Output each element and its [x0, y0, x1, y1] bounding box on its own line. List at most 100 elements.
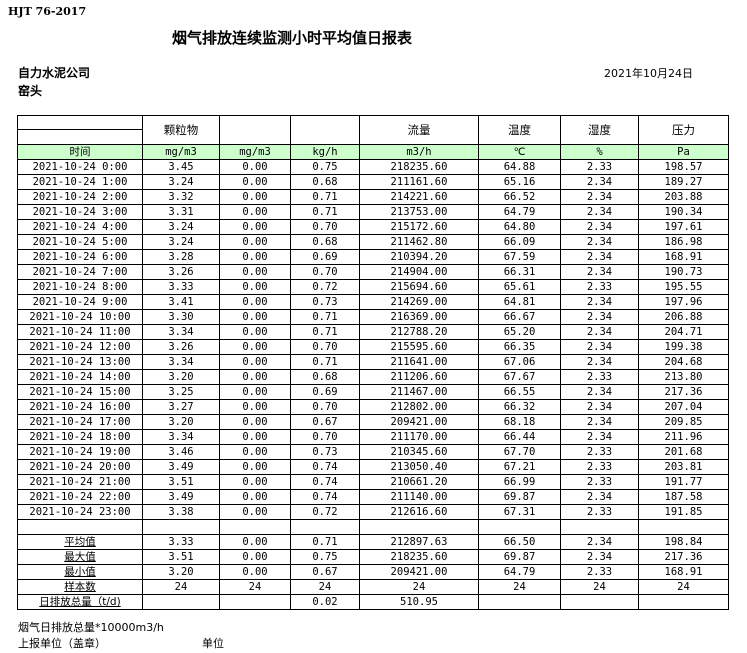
table-row-cell: 3.30: [142, 309, 220, 325]
table-row-cell: 218235.60: [359, 159, 479, 175]
summary-row-cell: 24: [142, 579, 220, 595]
blank-row-cell: [219, 519, 291, 535]
table-row-cell: 0.00: [219, 234, 291, 250]
table-row-cell: 66.35: [478, 339, 561, 355]
table-row-cell: 0.69: [290, 249, 360, 265]
table-row-cell: 191.77: [638, 474, 729, 490]
table-row-cell: 0.00: [219, 309, 291, 325]
summary-row-cell: [142, 594, 220, 610]
table-row-cell: 0.00: [219, 399, 291, 415]
header-humidity: 湿度: [560, 115, 639, 145]
table-row-cell: 168.91: [638, 249, 729, 265]
table-row-cell: 215172.60: [359, 219, 479, 235]
table-row: 2021-10-24 20:00 3.49 0.00 0.74 213050.40 67.…: [17, 459, 729, 475]
table-row-cell: 3.32: [142, 189, 220, 205]
table-row-cell: 0.74: [290, 474, 360, 490]
table-row-cell: 0.00: [219, 204, 291, 220]
table-row: 2021-10-24 7:00 3.26 0.00 0.70 214904.00 66.3…: [17, 264, 729, 280]
table-row-cell: 2021-10-24 2:00: [17, 189, 143, 205]
summary-row-cell: 0.71: [290, 534, 360, 550]
table-row-cell: 3.34: [142, 429, 220, 445]
table-row-cell: 0.00: [219, 444, 291, 460]
summary-row: 日排放总量（t/d) 0.02 510.95: [17, 594, 729, 610]
table-row-cell: 0.68: [290, 369, 360, 385]
table-row: 2021-10-24 6:00 3.28 0.00 0.69 210394.20 67.5…: [17, 249, 729, 265]
table-row-cell: 67.67: [478, 369, 561, 385]
table-row-cell: 2.34: [560, 234, 639, 250]
table-row: 2021-10-24 16:00 3.27 0.00 0.70 212802.00 66.…: [17, 399, 729, 415]
table-row-cell: 0.00: [219, 324, 291, 340]
table-row-cell: 0.00: [219, 219, 291, 235]
summary-row: 样本数 24 24 24 24 24 24 24: [17, 579, 729, 595]
summary-row: 最小值 3.20 0.00 0.67 209421.00 64.79 2.33 168.91: [17, 564, 729, 580]
table-row-cell: 0.71: [290, 354, 360, 370]
table-row-cell: 2021-10-24 5:00: [17, 234, 143, 250]
summary-row-cell: 最小值: [17, 564, 143, 580]
summary-row-cell: 0.00: [219, 534, 291, 550]
table-row-cell: 3.51: [142, 474, 220, 490]
summary-row-cell: 212897.63: [359, 534, 479, 550]
table-row: 2021-10-24 0:00 3.45 0.00 0.75 218235.60 64.8…: [17, 159, 729, 175]
table-row-cell: 216369.00: [359, 309, 479, 325]
table-row-cell: 0.72: [290, 504, 360, 520]
table-row-cell: 66.44: [478, 429, 561, 445]
table-row-cell: 0.00: [219, 414, 291, 430]
table-row-cell: 2021-10-24 11:00: [17, 324, 143, 340]
table-row-cell: 64.80: [478, 219, 561, 235]
table-row: 2021-10-24 14:00 3.20 0.00 0.68 211206.60 67.…: [17, 369, 729, 385]
table-row-cell: 0.70: [290, 339, 360, 355]
summary-row-cell: 24: [560, 579, 639, 595]
unit-particulate: mg/m3: [142, 144, 220, 160]
table-row: 2021-10-24 2:00 3.32 0.00 0.71 214221.60 66.5…: [17, 189, 729, 205]
summary-row-cell: [219, 594, 291, 610]
table-row-cell: 2.33: [560, 279, 639, 295]
summary-row-cell: 69.87: [478, 549, 561, 565]
table-row-cell: 0.70: [290, 429, 360, 445]
table-row-cell: 3.26: [142, 339, 220, 355]
table-row-cell: 2021-10-24 22:00: [17, 489, 143, 505]
table-row-cell: 2021-10-24 17:00: [17, 414, 143, 430]
table-row-cell: 215595.60: [359, 339, 479, 355]
table-row-cell: 3.31: [142, 204, 220, 220]
summary-row-cell: 24: [219, 579, 291, 595]
table-row-cell: 3.34: [142, 354, 220, 370]
table-row-cell: 3.38: [142, 504, 220, 520]
table-row: 2021-10-24 19:00 3.46 0.00 0.73 210345.60 67.…: [17, 444, 729, 460]
summary-row-cell: 66.50: [478, 534, 561, 550]
header-blank-1: [219, 115, 291, 145]
table-row-cell: 2.34: [560, 219, 639, 235]
table-row-cell: 0.00: [219, 159, 291, 175]
unit-temperature: ℃: [478, 144, 561, 160]
table-row-cell: 2021-10-24 6:00: [17, 249, 143, 265]
table-row-cell: 210394.20: [359, 249, 479, 265]
table-row-cell: 2.34: [560, 309, 639, 325]
report-table: 颗粒物 流量 温度 湿度 压力 时间 mg/m3 mg/m3 kg/h m3/h…: [17, 115, 729, 610]
table-row-cell: 2021-10-24 20:00: [17, 459, 143, 475]
table-row-cell: 2.34: [560, 414, 639, 430]
table-row-cell: 0.00: [219, 459, 291, 475]
table-row-cell: 212616.60: [359, 504, 479, 520]
table-row-cell: 0.69: [290, 384, 360, 400]
summary-row-cell: 0.00: [219, 549, 291, 565]
table-row-cell: 3.24: [142, 174, 220, 190]
table-row-cell: 2021-10-24 19:00: [17, 444, 143, 460]
table-row-cell: 3.33: [142, 279, 220, 295]
table-row-cell: 211641.00: [359, 354, 479, 370]
table-row-cell: 2.33: [560, 459, 639, 475]
table-row-cell: 69.87: [478, 489, 561, 505]
summary-row-cell: 510.95: [359, 594, 479, 610]
table-row-cell: 0.68: [290, 174, 360, 190]
table-row-cell: 3.34: [142, 324, 220, 340]
table-row-cell: 195.55: [638, 279, 729, 295]
table-row-cell: 2.34: [560, 339, 639, 355]
table-row-cell: 3.26: [142, 264, 220, 280]
summary-row-cell: 平均值: [17, 534, 143, 550]
table-row-cell: 2021-10-24 15:00: [17, 384, 143, 400]
summary-row-cell: 日排放总量（t/d): [17, 594, 143, 610]
table-row-cell: 2.33: [560, 504, 639, 520]
table-row-cell: 214221.60: [359, 189, 479, 205]
summary-row-cell: 24: [359, 579, 479, 595]
table-row-cell: 213753.00: [359, 204, 479, 220]
table-row-cell: 2021-10-24 3:00: [17, 204, 143, 220]
table-row: 2021-10-24 3:00 3.31 0.00 0.71 213753.00 64.7…: [17, 204, 729, 220]
